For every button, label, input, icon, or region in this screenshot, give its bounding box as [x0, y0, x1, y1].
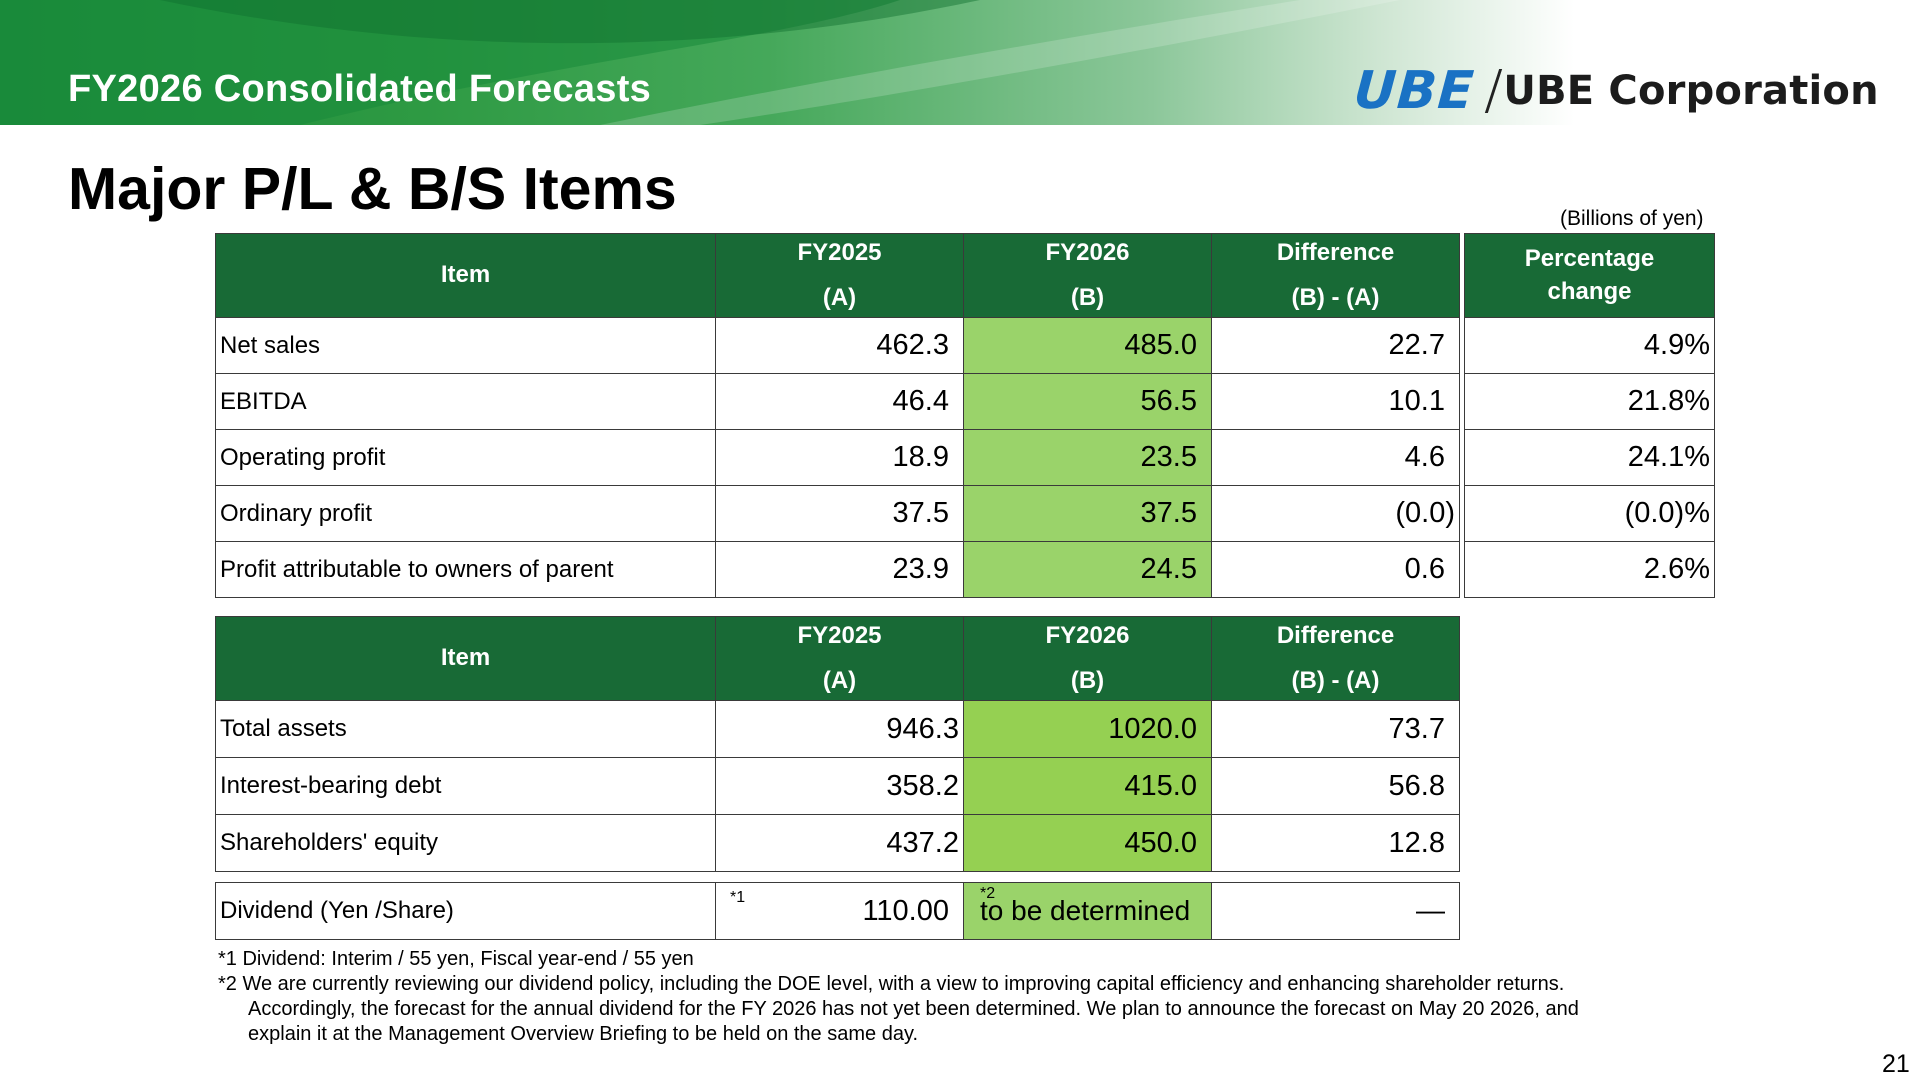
table-row: Net sales 462.3 485.0 22.7 [215, 317, 1460, 374]
row-label: Shareholders' equity [215, 814, 716, 872]
row-label: Profit attributable to owners of parent [215, 541, 716, 598]
pl-items-table: Item FY2025 (A) FY2026 (B) Difference (B… [215, 233, 1460, 598]
fy2026-dividend: *2 to be determined [963, 882, 1212, 940]
pct-header: Percentage change [1464, 233, 1715, 318]
footnote-2: *2 We are currently reviewing our divide… [218, 973, 1565, 995]
pl-header-item: Item [215, 233, 716, 318]
banner-title: FY2026 Consolidated Forecasts [68, 68, 652, 110]
pl-header-difference: Difference (B) - (A) [1211, 233, 1460, 318]
table-row: 2.6% [1464, 541, 1715, 598]
fy2025-dividend: *1 110.00 [715, 882, 964, 940]
fy2026-value: 485.0 [963, 317, 1212, 374]
logo-divider [1485, 69, 1503, 113]
units-label: (Billions of yen) [1560, 207, 1704, 230]
fy2026-dividend-value: to be determined [980, 895, 1191, 926]
fy2025-value: 946.3 [715, 700, 964, 758]
table-row: Shareholders' equity 437.2 450.0 12.8 [215, 814, 1460, 872]
table-row: 4.9% [1464, 317, 1715, 374]
row-label: Net sales [215, 317, 716, 374]
header-banner: FY2026 Consolidated Forecasts UBE UBE Co… [0, 0, 1920, 125]
footnote-2-continued: explain it at the Management Overview Br… [248, 1023, 919, 1045]
fy2025-dividend-value: 110.00 [862, 894, 949, 927]
difference-value: 73.7 [1211, 700, 1460, 758]
pl-header-fy2025: FY2025 (A) [715, 233, 964, 318]
pl-header-fy2026: FY2026 (B) [963, 233, 1212, 318]
page-title: Major P/L & B/S Items [68, 156, 677, 222]
pct-change-value: 21.8% [1464, 373, 1715, 430]
footnote-1: *1 Dividend: Interim / 55 yen, Fiscal ye… [218, 948, 694, 970]
footnote-2-continued: Accordingly, the forecast for the annual… [248, 998, 1579, 1020]
pct-change-value: 24.1% [1464, 429, 1715, 486]
row-label: Dividend (Yen /Share) [215, 882, 716, 940]
pct-change-value: 2.6% [1464, 541, 1715, 598]
fy2025-value: 18.9 [715, 429, 964, 486]
bs-header-fy2026: FY2026 (B) [963, 616, 1212, 701]
table-row: Interest-bearing debt 358.2 415.0 56.8 [215, 757, 1460, 815]
difference-value: 56.8 [1211, 757, 1460, 815]
difference-value: (0.0) [1211, 485, 1460, 542]
row-label: EBITDA [215, 373, 716, 430]
table-row: Profit attributable to owners of parent … [215, 541, 1460, 598]
company-logo: UBE UBE Corporation [1351, 61, 1879, 121]
fy2025-value: 358.2 [715, 757, 964, 815]
row-label: Ordinary profit [215, 485, 716, 542]
fy2026-value: 56.5 [963, 373, 1212, 430]
ube-logo-mark: UBE [1351, 61, 1477, 121]
bs-header-fy2025: FY2025 (A) [715, 616, 964, 701]
banner-swoosh-graphic [0, 0, 1400, 125]
pct-change-value: (0.0)% [1464, 485, 1715, 542]
row-label: Interest-bearing debt [215, 757, 716, 815]
table-row: EBITDA 46.4 56.5 10.1 [215, 373, 1460, 430]
fy2026-value: 23.5 [963, 429, 1212, 486]
footnote-mark: *2 [980, 885, 996, 902]
table-row: 24.1% [1464, 429, 1715, 486]
percentage-change-table: Percentage change 4.9% 21.8% 24.1% (0.0)… [1464, 233, 1715, 598]
table-row: Total assets 946.3 1020.0 73.7 [215, 700, 1460, 758]
table-row: (0.0)% [1464, 485, 1715, 542]
fy2026-value: 24.5 [963, 541, 1212, 598]
fy2026-value: 1020.0 [963, 700, 1212, 758]
fy2025-value: 23.9 [715, 541, 964, 598]
fy2025-value: 462.3 [715, 317, 964, 374]
difference-value: 10.1 [1211, 373, 1460, 430]
difference-value: 22.7 [1211, 317, 1460, 374]
difference-value: 0.6 [1211, 541, 1460, 598]
fy2026-value: 37.5 [963, 485, 1212, 542]
logo-company-name: UBE Corporation [1503, 68, 1879, 114]
bs-items-table: Item FY2025 (A) FY2026 (B) Difference (B… [215, 616, 1460, 872]
fy2025-value: 46.4 [715, 373, 964, 430]
fy2025-value: 37.5 [715, 485, 964, 542]
table-row: Operating profit 18.9 23.5 4.6 [215, 429, 1460, 486]
page-number: 21 [1882, 1050, 1910, 1078]
bs-header-item: Item [215, 616, 716, 701]
table-row: Ordinary profit 37.5 37.5 (0.0) [215, 485, 1460, 542]
pct-change-value: 4.9% [1464, 317, 1715, 374]
difference-value: 12.8 [1211, 814, 1460, 872]
difference-value: 4.6 [1211, 429, 1460, 486]
bs-header-difference: Difference (B) - (A) [1211, 616, 1460, 701]
fy2025-value: 437.2 [715, 814, 964, 872]
table-row: 21.8% [1464, 373, 1715, 430]
difference-value: — [1211, 882, 1460, 940]
table-row: Dividend (Yen /Share) *1 110.00 *2 to be… [215, 882, 1460, 940]
dividend-table: Dividend (Yen /Share) *1 110.00 *2 to be… [215, 882, 1460, 940]
footnotes: *1 Dividend: Interim / 55 yen, Fiscal ye… [218, 947, 1579, 1047]
fy2026-value: 415.0 [963, 757, 1212, 815]
row-label: Total assets [215, 700, 716, 758]
fy2026-value: 450.0 [963, 814, 1212, 872]
row-label: Operating profit [215, 429, 716, 486]
footnote-mark: *1 [730, 889, 746, 906]
